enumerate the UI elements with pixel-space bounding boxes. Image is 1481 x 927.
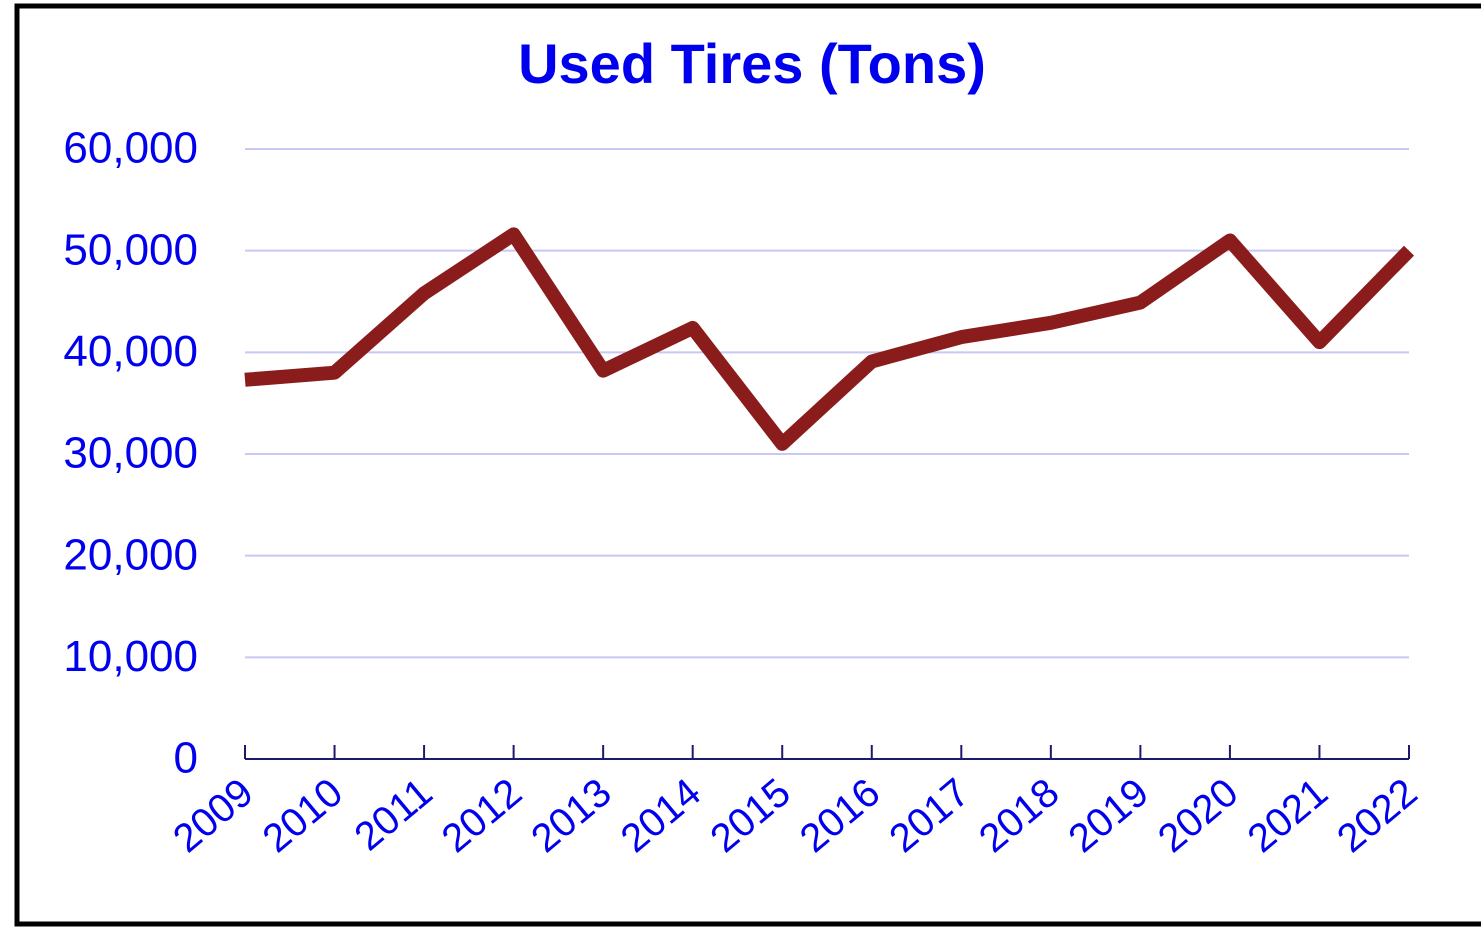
y-tick-label: 30,000 bbox=[63, 429, 198, 478]
data-line bbox=[244, 227, 1415, 451]
y-tick-label: 40,000 bbox=[63, 327, 198, 376]
y-tick-label: 0 bbox=[174, 734, 198, 783]
chart-title: Used Tires (Tons) bbox=[518, 32, 986, 95]
y-tick-label: 20,000 bbox=[63, 530, 198, 579]
y-tick-label: 60,000 bbox=[63, 124, 198, 173]
y-tick-label: 50,000 bbox=[63, 225, 198, 274]
frame bbox=[14, 3, 1481, 927]
y-tick-label: 10,000 bbox=[63, 632, 198, 681]
